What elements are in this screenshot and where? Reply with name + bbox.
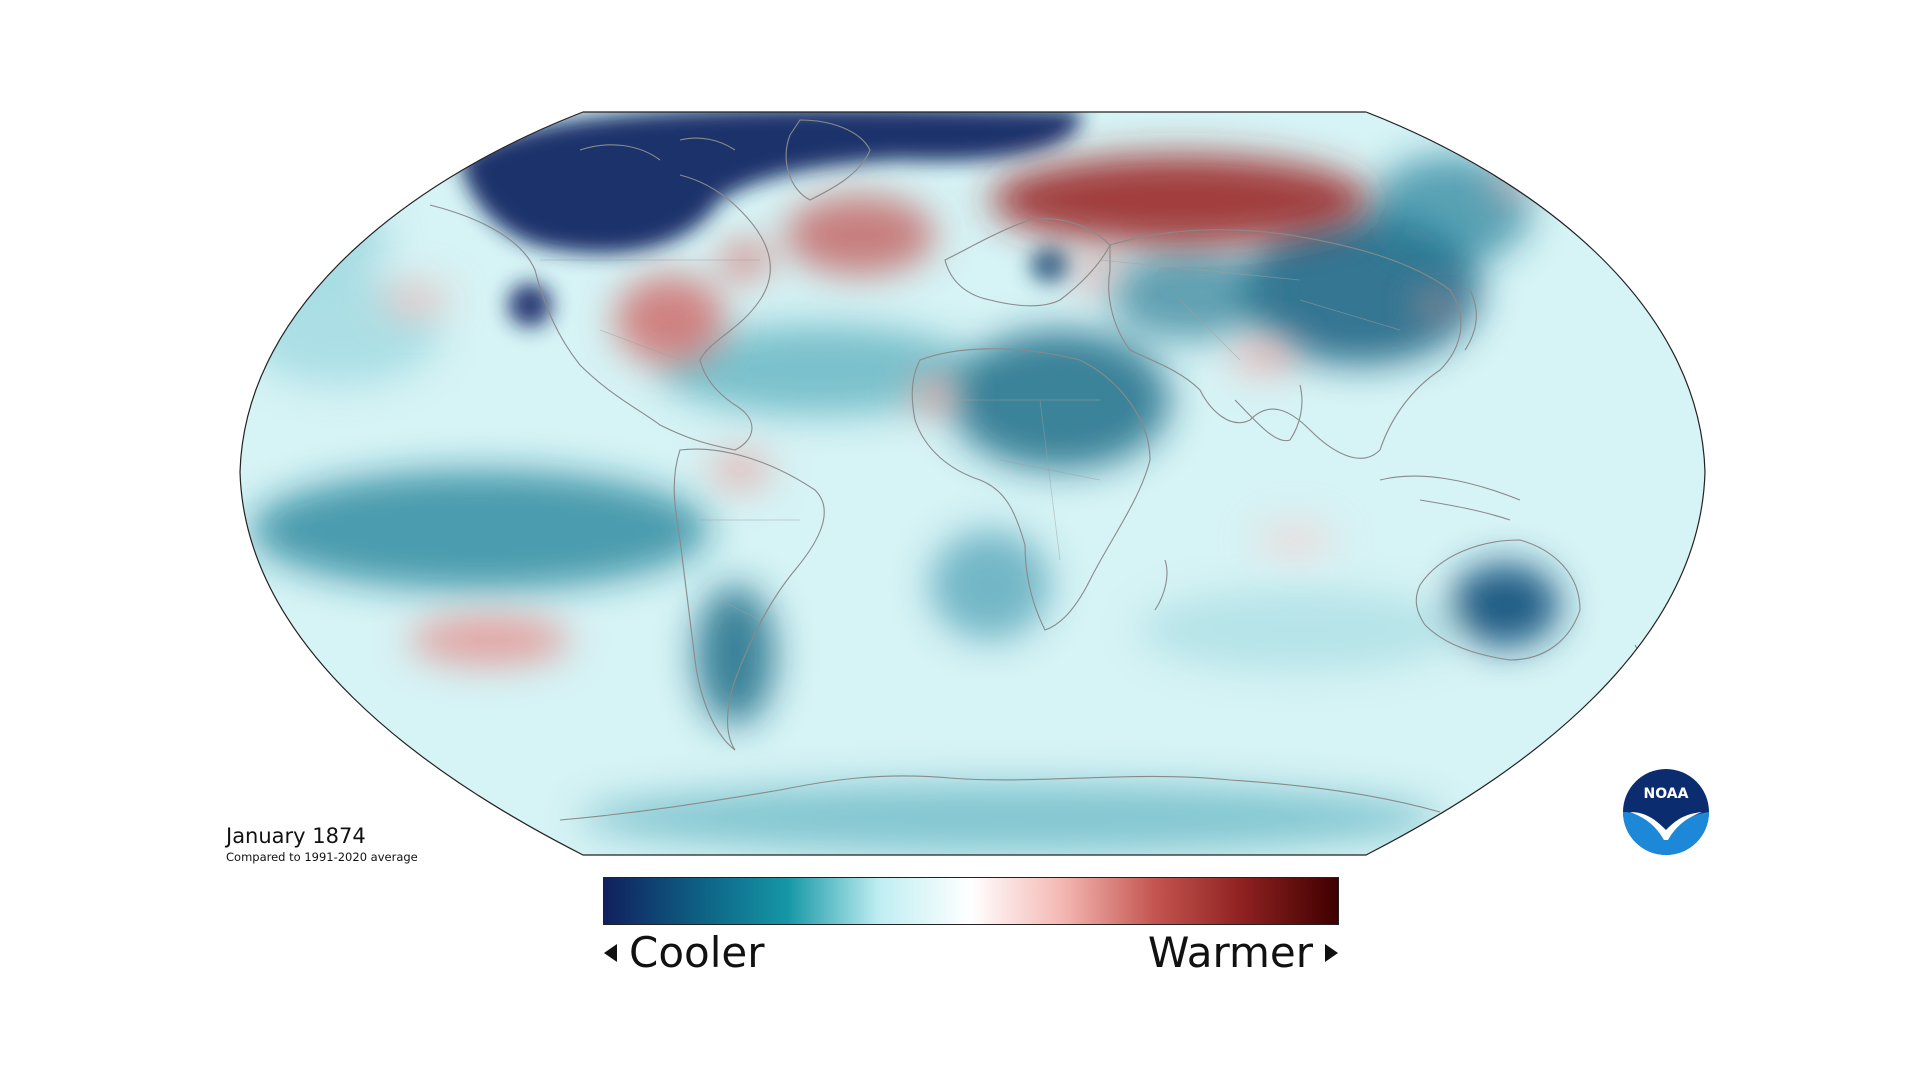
border-north-america (540, 259, 760, 361)
cool-anomaly-regions (240, 155, 1560, 853)
north-atlantic-cool-band (660, 325, 980, 415)
japan-coastline (1464, 289, 1477, 351)
legend-warmer: Warmer (1148, 932, 1338, 974)
antarctic-cool-band (580, 783, 1440, 853)
south-america-coastline (673, 448, 825, 751)
india-coastline (1234, 384, 1303, 442)
siberia-cool-region (1370, 155, 1530, 265)
west-africa-warm-spot (910, 375, 960, 415)
indonesia-coastline (1379, 475, 1521, 521)
border-africa (960, 399, 1101, 561)
antarctica-coastline (559, 775, 1441, 821)
legend-cooler: Cooler (604, 932, 765, 974)
south-asia-warm-spot (1230, 335, 1300, 375)
canada-arctic-strong-cool (460, 112, 1081, 254)
greenland-coastline (785, 119, 871, 201)
north-america-coastline (429, 174, 771, 451)
strong-cool-regions (460, 112, 1081, 327)
east-asia-warm-spot (1420, 292, 1450, 318)
country-borders (540, 259, 1401, 621)
mediterranean-warm-spot (1070, 260, 1120, 290)
legend-cooler-label: Cooler (629, 928, 765, 977)
legend-warmer-label: Warmer (1147, 928, 1313, 977)
map-title: January 1874 (226, 824, 366, 848)
north-atlantic-warm-region (785, 195, 935, 275)
eurasia-warm-band (990, 155, 1370, 245)
caribbean-warm-spot (708, 450, 772, 490)
asia-coastline (1108, 229, 1462, 459)
australia-coastline (1415, 539, 1581, 661)
tropical-pacific-cool-band (250, 470, 710, 590)
north-pacific-warm-spot (380, 282, 450, 318)
logo-text: NOAA (1644, 786, 1689, 802)
noaa-logo-icon: NOAA (1623, 769, 1709, 855)
southern-indian-warm-spot (1255, 522, 1335, 558)
madagascar-coastline (1154, 559, 1168, 611)
southeast-pacific-warm-band (410, 615, 570, 665)
noaa-logo: NOAA (1622, 768, 1710, 856)
australia-cool-region (1450, 563, 1560, 647)
south-atlantic-cool-region (930, 530, 1050, 640)
right-arrow-icon (1325, 944, 1338, 962)
border-eurasia (1099, 259, 1401, 361)
central-asia-cool-region (1110, 250, 1270, 340)
south-america-cool-region (695, 585, 775, 725)
map-outline (239, 111, 1706, 856)
indian-ocean-cool-band (1140, 590, 1460, 670)
border-south-america (700, 519, 800, 621)
europe-coastline (944, 218, 1111, 307)
left-arrow-icon (604, 944, 617, 962)
map-surface (240, 112, 1705, 855)
color-scale-bar (603, 877, 1339, 925)
warm-anomaly-regions (380, 155, 1530, 665)
arctic-islands-coastline (579, 137, 736, 161)
western-north-america-strong-cool (508, 283, 552, 327)
north-pacific-cool-band (240, 195, 390, 285)
logo-gull (1630, 812, 1702, 840)
eastern-north-america-warm-region (615, 275, 725, 365)
map-subtitle: Compared to 1991-2020 average (226, 850, 418, 864)
africa-coastline (911, 348, 1151, 631)
coastlines (429, 119, 1641, 821)
eastern-europe-cool-spot (1030, 247, 1070, 283)
